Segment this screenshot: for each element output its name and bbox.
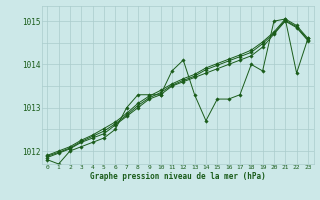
X-axis label: Graphe pression niveau de la mer (hPa): Graphe pression niveau de la mer (hPa): [90, 172, 266, 181]
